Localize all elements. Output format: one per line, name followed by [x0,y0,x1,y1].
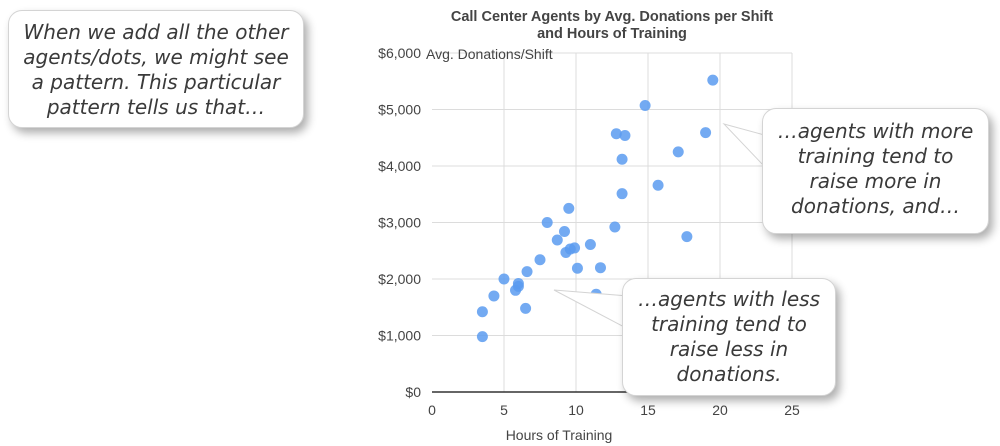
y-axis-label: Avg. Donations/Shift [426,46,553,62]
data-point [520,302,532,314]
data-point [498,273,510,285]
callout-intro: When we add all the other agents/dots, w… [8,10,304,128]
data-point [616,188,628,200]
data-point [594,262,606,274]
data-point [521,266,533,278]
data-point [619,129,631,141]
y-tick-label: $4,000 [378,158,421,174]
x-axis-label: Hours of Training [506,427,613,443]
y-tick-label: $6,000 [378,45,421,61]
data-point [639,100,651,112]
chart-title: Call Center Agents by Avg. Donations per… [451,9,773,25]
data-point [707,74,719,86]
data-point [512,278,524,290]
data-point [558,226,570,238]
data-point [584,239,596,251]
callout-more-training: …agents with more training tend to raise… [762,108,989,234]
chart-title-line-2: and Hours of Training [537,26,687,42]
data-points [476,74,719,343]
data-point [681,231,693,243]
y-tick-label: $1,000 [378,328,421,344]
data-point [610,128,622,140]
data-point [571,262,583,274]
x-tick-label: 15 [640,402,656,418]
data-point [534,254,546,266]
data-point [616,153,628,165]
data-point [672,146,684,158]
data-point [652,179,664,191]
y-tick-label: $2,000 [378,271,421,287]
data-point [563,202,575,214]
data-point [609,221,621,233]
data-point [551,234,563,246]
data-point [488,290,500,302]
data-point [541,217,553,228]
x-tick-label: 20 [712,402,728,418]
y-tick-label: $0 [405,384,421,400]
callout-less-training: …agents with less training tend to raise… [622,278,836,396]
y-tick-label: $5,000 [378,102,421,118]
data-point [569,242,581,254]
data-point [476,306,488,318]
data-point [476,331,488,343]
x-tick-label: 25 [784,402,800,418]
y-tick-label: $3,000 [378,215,421,231]
data-point [700,127,712,139]
x-tick-label: 5 [500,402,508,418]
axes: $0 $1,000 $2,000 $3,000 $4,000 $5,000 $6,000 0 5… [378,45,800,418]
x-tick-label: 0 [428,402,436,418]
x-tick-label: 10 [568,402,584,418]
